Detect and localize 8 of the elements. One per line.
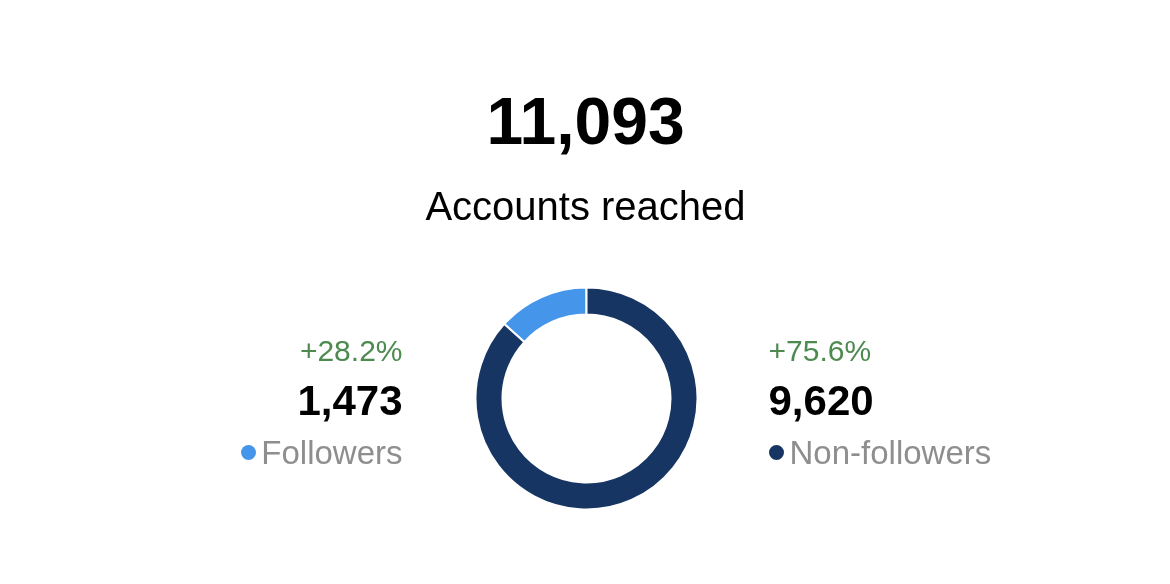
legend-label: Non-followers	[789, 434, 992, 471]
chart-title: 11,093	[486, 83, 685, 158]
legend-label: Followers	[261, 434, 403, 471]
chart-subtitle: Accounts reached	[425, 183, 746, 228]
text: +28.2%	[299, 334, 403, 367]
text: +75.6%	[768, 334, 872, 367]
data-label: 9,620	[768, 377, 874, 424]
data-label: 1,473	[297, 377, 403, 424]
